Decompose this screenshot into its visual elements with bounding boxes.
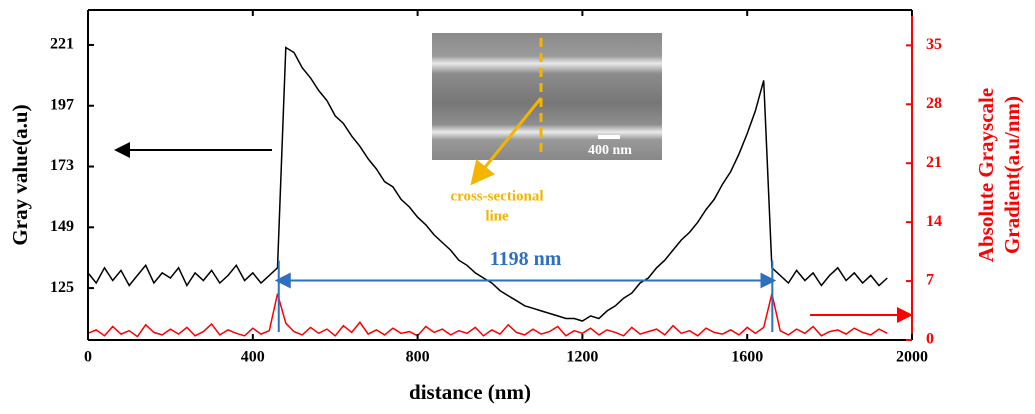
x-axis-label: distance (nm) [409,380,531,404]
y-tick-label: 173 [50,157,74,174]
x-tick-label: 2000 [896,349,928,366]
y2-axis-label: Gradient(a.u/nm) [1000,96,1024,254]
line-series [87,293,888,338]
y-tick-label: 149 [50,218,74,235]
x-tick-label: 400 [241,349,265,366]
y2-tick-label: 14 [926,213,942,230]
y-tick-label: 197 [50,96,74,113]
x-tick-label: 1200 [566,349,598,366]
y2-tick-label: 35 [926,36,942,53]
inset-scale: 400 nm [588,143,632,158]
y-tick-label: 221 [50,36,74,53]
y2-tick-label: 7 [926,272,934,289]
x-tick-label: 0 [84,349,92,366]
y2-tick-label: 21 [926,154,942,171]
inset-label: line [485,208,509,224]
dimension-label: 1198 nm [490,248,562,270]
inset-image: 400 nm [432,33,662,186]
x-tick-label: 800 [406,349,430,366]
inset-label: cross-sectional [450,188,543,204]
y2-tick-label: 28 [926,95,942,112]
y-tick-label: 125 [50,279,74,296]
y2-tick-label: 0 [926,331,934,348]
x-tick-label: 1600 [731,349,763,366]
y2-axis-label: Absolute Grayscale [974,88,998,262]
y-axis-label: Gray value(a.u) [8,104,32,245]
